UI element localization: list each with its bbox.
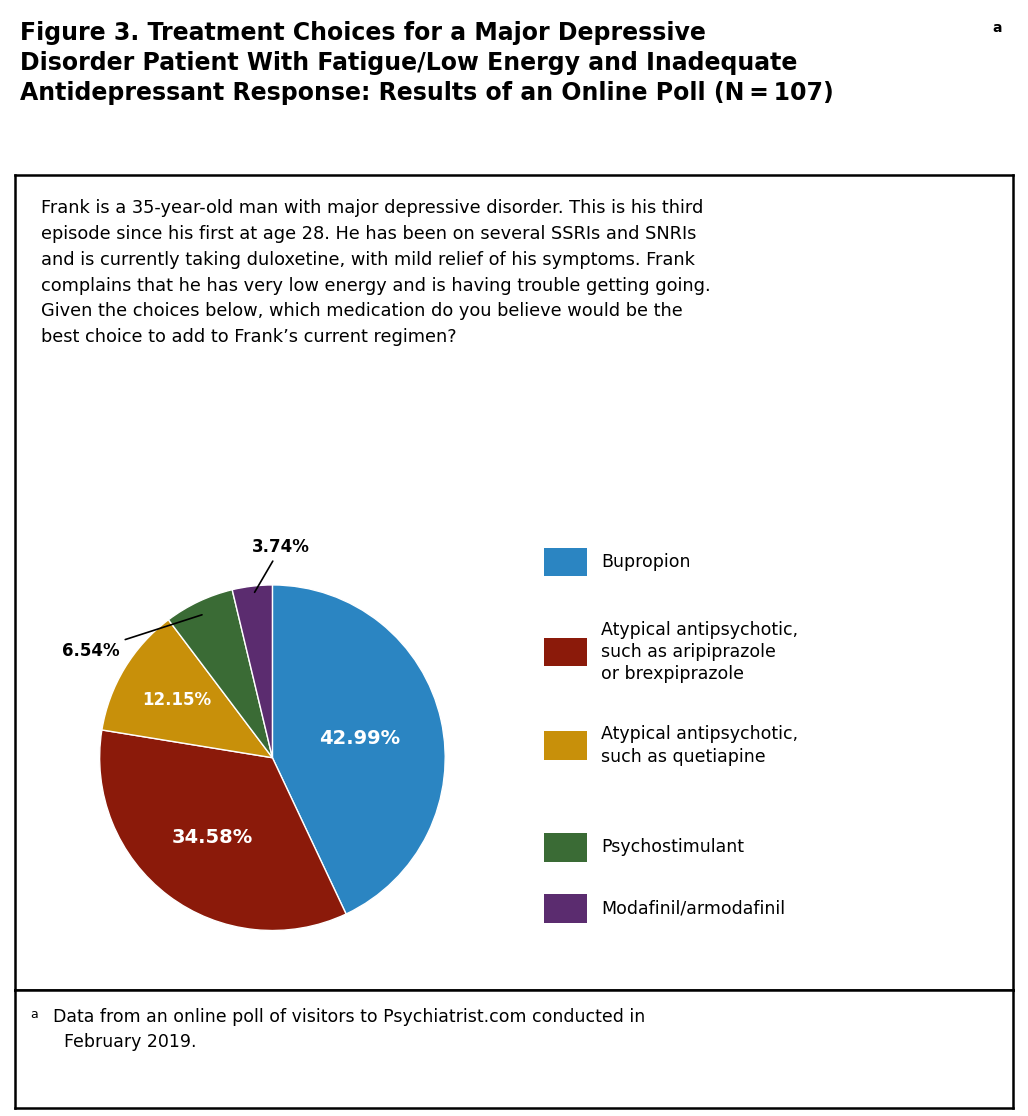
Wedge shape — [232, 585, 272, 758]
Text: 6.54%: 6.54% — [62, 615, 203, 660]
Text: Figure 3. Treatment Choices for a Major Depressive
Disorder Patient With Fatigue: Figure 3. Treatment Choices for a Major … — [21, 21, 834, 105]
Text: 3.74%: 3.74% — [252, 538, 310, 593]
FancyBboxPatch shape — [544, 731, 587, 760]
Text: 12.15%: 12.15% — [142, 691, 211, 709]
FancyBboxPatch shape — [544, 637, 587, 666]
FancyBboxPatch shape — [544, 894, 587, 923]
Wedge shape — [169, 589, 272, 758]
Text: Modafinil/armodafinil: Modafinil/armodafinil — [600, 899, 785, 917]
FancyBboxPatch shape — [544, 834, 587, 862]
Text: 34.58%: 34.58% — [172, 828, 253, 847]
Text: a: a — [993, 21, 1002, 35]
Wedge shape — [100, 730, 346, 931]
Text: a: a — [31, 1008, 38, 1021]
Text: Atypical antipsychotic,
such as aripiprazole
or brexpiprazole: Atypical antipsychotic, such as aripipra… — [600, 620, 798, 683]
Text: Psychostimulant: Psychostimulant — [600, 838, 744, 856]
Wedge shape — [272, 585, 445, 914]
Text: Bupropion: Bupropion — [600, 554, 690, 571]
Text: Atypical antipsychotic,
such as quetiapine: Atypical antipsychotic, such as quetiapi… — [600, 725, 798, 766]
Text: 42.99%: 42.99% — [320, 729, 401, 748]
Text: Data from an online poll of visitors to Psychiatrist.com conducted in
  February: Data from an online poll of visitors to … — [53, 1008, 646, 1050]
Wedge shape — [102, 619, 272, 758]
Text: Frank is a 35-year-old man with major depressive disorder. This is his third
epi: Frank is a 35-year-old man with major de… — [41, 200, 710, 346]
FancyBboxPatch shape — [544, 548, 587, 576]
